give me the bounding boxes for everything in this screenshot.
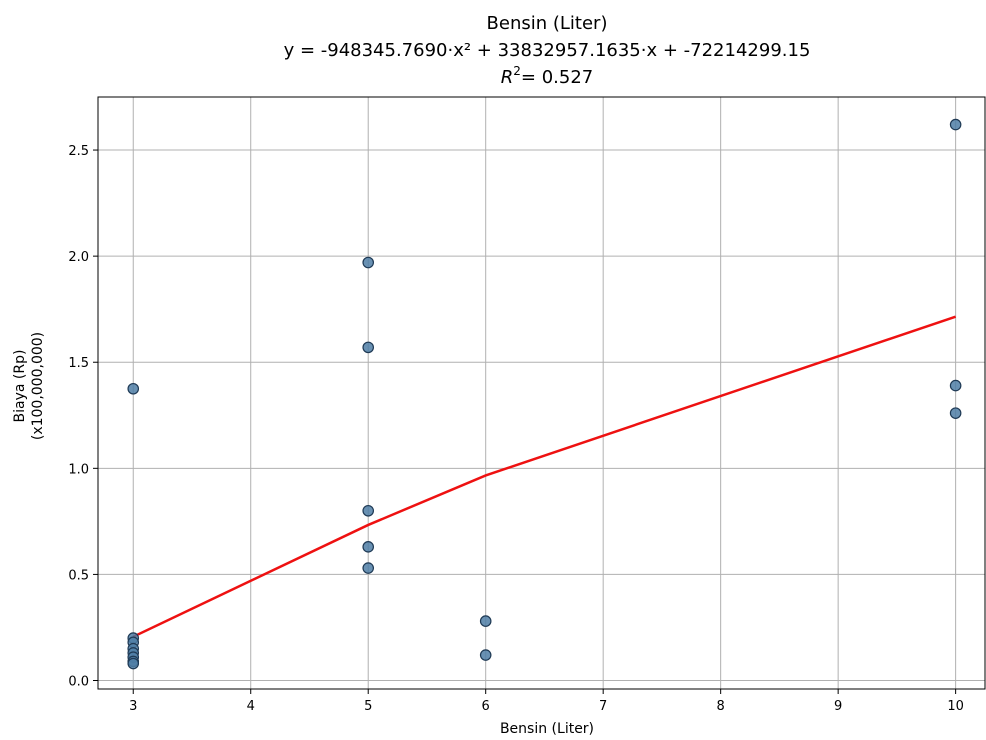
scatter-point (479, 649, 492, 661)
x-axis-ticks: 3 4 5 6 7 8 9 10 (129, 689, 964, 714)
scatter-point (362, 256, 375, 269)
y-axis-label-line2: (x100,000,000) (30, 332, 46, 440)
chart-title: Bensin (Liter) y = -948345.7690·x² + 338… (284, 13, 811, 88)
x-tick-label: 9 (834, 699, 842, 714)
y-tick-label: 1.0 (68, 462, 89, 477)
scatter-point (362, 541, 375, 553)
chart-r2-text: R2= 0.527 (501, 64, 594, 88)
scatter-point (362, 341, 375, 354)
x-tick-label: 4 (247, 699, 255, 714)
y-tick-label: 0.5 (68, 568, 89, 583)
scatter-point (949, 118, 962, 131)
x-tick-label: 3 (129, 699, 137, 714)
r2-exponent: 2 (513, 64, 521, 78)
scatter-point (362, 504, 375, 517)
chart-equation-text: y = -948345.7690·x² + 33832957.1635·x + … (284, 40, 811, 61)
x-tick-label: 6 (482, 699, 490, 714)
plot-frame (97, 96, 986, 690)
y-tick-label: 2.5 (68, 144, 89, 159)
scatter-point (127, 382, 140, 395)
regression-curve (132, 315, 957, 638)
y-axis-label-line1: Biaya (Rp) (12, 350, 28, 423)
y-tick-label: 1.5 (68, 356, 89, 371)
y-tick-label: 2.0 (68, 250, 89, 265)
data-points (127, 118, 962, 670)
scatter-point (949, 379, 962, 392)
x-tick-label: 5 (364, 699, 372, 714)
scatter-point (479, 615, 492, 627)
x-tick-label: 10 (947, 699, 964, 714)
scatter-point (949, 407, 962, 419)
r2-symbol: R (501, 67, 514, 88)
x-tick-label: 8 (717, 699, 725, 714)
scatter-point (362, 562, 375, 574)
fit-line (132, 315, 957, 638)
x-axis-label: Bensin (Liter) (500, 721, 594, 737)
chart-title-text: Bensin (Liter) (487, 13, 608, 34)
y-tick-label: 0.0 (68, 675, 89, 690)
scatter-point (127, 657, 140, 670)
r2-value: = 0.527 (521, 67, 593, 88)
x-tick-label: 7 (599, 699, 607, 714)
grid-lines (98, 97, 985, 689)
y-axis-ticks: 0.0 0.5 1.0 1.5 2.0 2.5 (68, 144, 98, 690)
